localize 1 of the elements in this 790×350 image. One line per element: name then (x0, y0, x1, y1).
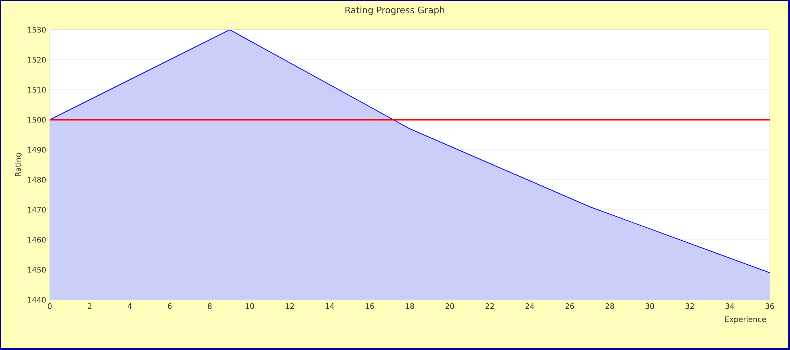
chart-title: Rating Progress Graph (346, 6, 444, 16)
